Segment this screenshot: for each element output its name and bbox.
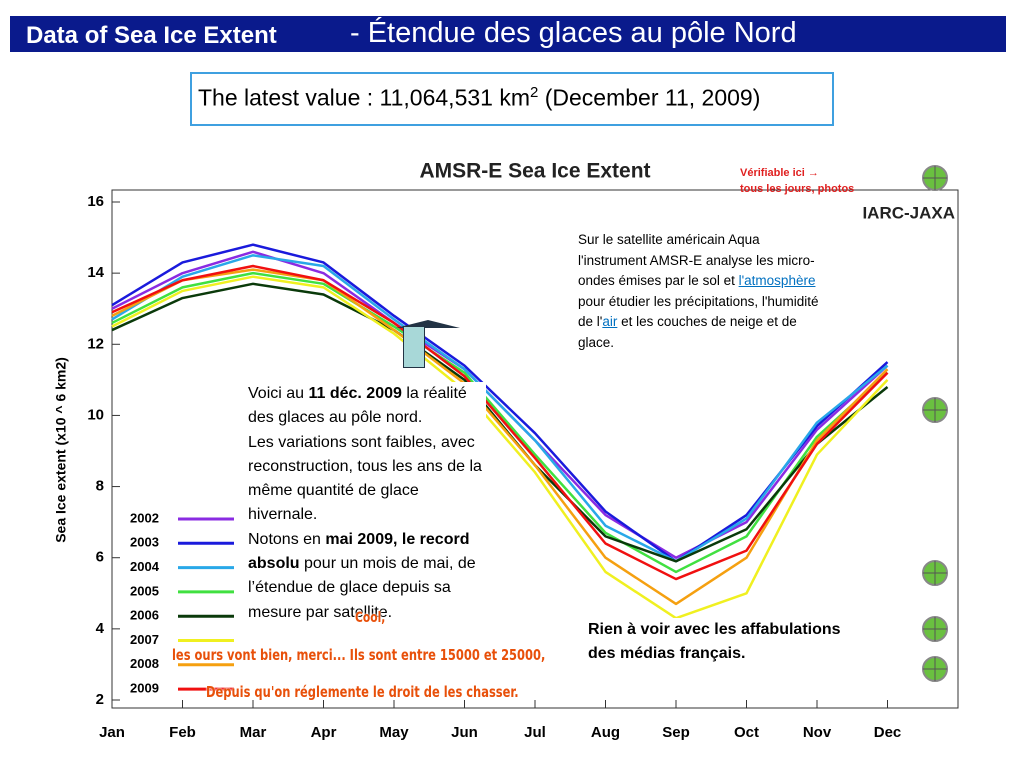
nav-button-cross	[923, 398, 947, 422]
nav-button-cross	[923, 561, 947, 585]
latest-text: The latest value : 11,064,531 km	[198, 84, 530, 111]
para: Voici au 11 déc. 2009 la réalité des gla…	[248, 382, 486, 431]
text: 11 déc. 2009	[308, 385, 402, 402]
aqua-text: Sur le satellite américain Aqua l'instru…	[578, 230, 828, 353]
x-tick-label: Feb	[169, 724, 196, 741]
legend-label: 2002	[130, 510, 159, 525]
series-line	[111, 243, 889, 563]
nav-button-cross	[923, 657, 947, 681]
legend-label: 2005	[130, 583, 159, 598]
text: la réalité des glaces au pôle nord.	[248, 385, 467, 427]
verify-line: tous les jours, photos	[740, 183, 855, 195]
y-tick-label: 16	[87, 193, 104, 210]
x-tick-label: Sep	[662, 724, 690, 741]
arrow-icon	[403, 326, 425, 368]
x-tick-label: Oct	[734, 724, 759, 741]
x-tick-label: Nov	[803, 724, 832, 741]
y-tick-label: 12	[87, 335, 104, 352]
conclusion: Rien à voir avec les affabulations des m…	[588, 618, 848, 666]
link[interactable]: l'atmosphère	[738, 273, 816, 288]
verify-line: Vérifiable ici →	[740, 167, 819, 179]
notes: Voici au 11 déc. 2009 la réalité des gla…	[248, 382, 486, 625]
text: Sur le satellite américain Aqua l'instru…	[578, 232, 815, 288]
y-tick-label: 10	[87, 406, 104, 423]
x-tick-label: Jan	[99, 724, 125, 741]
header-title-fr: - Étendue des glaces au pôle Nord	[350, 17, 797, 49]
text: Voici au	[248, 385, 309, 402]
legend-label: 2004	[130, 559, 160, 574]
y-tick-label: 14	[87, 264, 104, 281]
text: pour étudier les précipitations, l'humid…	[578, 293, 819, 330]
header-bar: Data of Sea Ice Extent - Étendue des gla…	[10, 16, 1006, 52]
text: pour un mois de mai, de l’étendue de gla…	[248, 555, 476, 621]
x-tick-label: Mar	[240, 724, 267, 741]
latest-sup: 2	[530, 84, 539, 101]
y-tick-label: 8	[96, 478, 104, 495]
latest-box: The latest value : 11,064,531 km2 (Decem…	[190, 72, 834, 126]
chart-title: AMSR-E Sea Ice Extent	[419, 160, 650, 183]
arrow-icon	[396, 320, 460, 328]
y-tick-label: 2	[96, 691, 104, 708]
header-title-en: Data of Sea Ice Extent	[26, 22, 277, 49]
para: Les variations sont faibles, avec recons…	[248, 433, 482, 524]
legend-label: 2003	[130, 535, 159, 550]
series-line	[111, 275, 889, 620]
text: Notons en	[248, 530, 326, 548]
x-tick-label: Jul	[524, 724, 546, 741]
legend-label: 2007	[130, 632, 159, 647]
chart-source: IARC-JAXA	[862, 203, 955, 222]
nav-button-cross	[923, 617, 947, 641]
legend-label: 2008	[130, 656, 159, 671]
text: et les couches de neige et de glace.	[578, 314, 797, 350]
latest-date: (December 11, 2009)	[544, 84, 761, 111]
x-tick-label: Jun	[451, 724, 478, 741]
para: Notons en mai 2009, le record absolu pou…	[248, 528, 486, 625]
nav-button-cross	[923, 166, 947, 190]
x-tick-label: May	[379, 724, 409, 741]
y-tick-label: 6	[96, 549, 104, 566]
x-tick-label: Aug	[591, 724, 620, 741]
caption: les ours vont bien, merci... Ils sont en…	[172, 646, 546, 664]
y-tick-label: 4	[96, 620, 105, 637]
x-tick-label: Apr	[311, 724, 337, 741]
text: mai 2009, le record absolu	[248, 530, 470, 573]
verify[interactable]: Vérifiable ici → tous les jours, photos	[740, 165, 854, 197]
series-line	[111, 271, 889, 574]
legend-label: 2006	[130, 608, 159, 623]
link[interactable]: air	[602, 314, 618, 329]
series-line	[111, 264, 889, 581]
caption: Cool,	[355, 610, 386, 626]
series-line	[111, 268, 889, 606]
y-axis-label: Sea Ice extent (x10 ^ 6 km2)	[53, 357, 69, 543]
series-line	[111, 254, 889, 563]
legend-label: 2009	[130, 681, 159, 696]
caption: Depuis qu'on réglemente le droit de les …	[206, 683, 519, 701]
latest: The latest value : 11,064,531 km2 (Decem…	[198, 84, 760, 112]
x-tick-label: Dec	[874, 724, 902, 741]
